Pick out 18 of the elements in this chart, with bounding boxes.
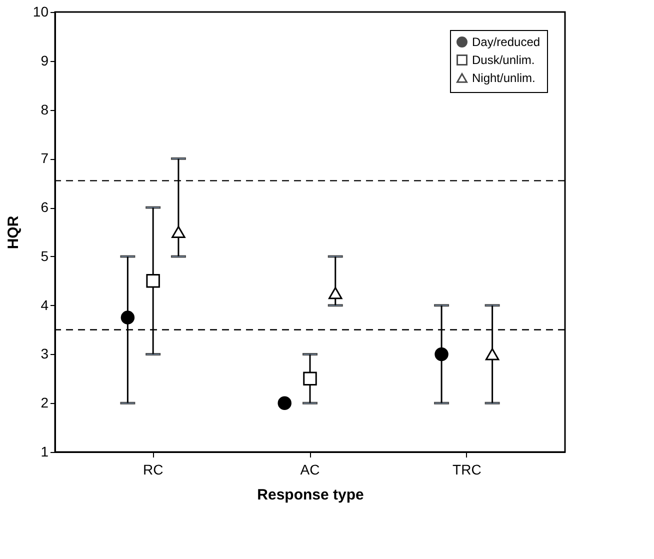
legend-label: Day/reduced <box>472 35 540 49</box>
legend-label: Night/unlim. <box>472 71 536 85</box>
x-tick-label: AC <box>300 462 320 478</box>
y-axis-title: HQR <box>4 216 22 250</box>
y-tick-label: 4 <box>40 296 49 313</box>
legend-label: Dusk/unlim. <box>472 53 535 67</box>
y-tick-label: 1 <box>40 444 49 460</box>
y-tick-label: 5 <box>40 248 49 264</box>
y-tick-label: 7 <box>40 150 49 166</box>
x-tick-label: TRC <box>452 462 482 478</box>
x-axis-title: Response type <box>257 486 364 504</box>
y-tick-label: 10 <box>32 4 49 20</box>
x-tick-label: RC <box>142 462 164 478</box>
y-tick-label: 6 <box>40 199 49 216</box>
y-tick-label: 8 <box>40 101 49 118</box>
y-tick-label: 9 <box>40 52 49 68</box>
y-tick-label: 2 <box>40 394 49 411</box>
y-tick-label: 3 <box>40 346 49 362</box>
